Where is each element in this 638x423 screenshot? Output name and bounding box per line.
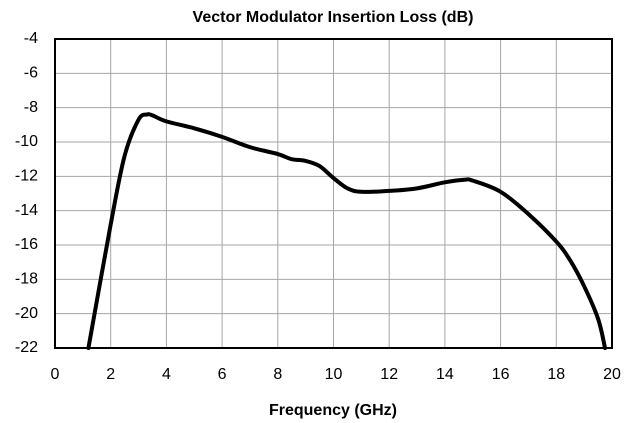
y-tick-label: -22 — [15, 339, 38, 356]
y-tick-label: -16 — [15, 236, 38, 253]
x-tick-label: 8 — [273, 366, 282, 383]
plot-border — [54, 38, 613, 349]
y-tick-label: -14 — [15, 202, 38, 219]
y-tick-label: -8 — [24, 99, 38, 116]
x-tick-label: 0 — [51, 366, 60, 383]
y-tick-label: -12 — [15, 168, 38, 185]
x-tick-label: 2 — [106, 366, 115, 383]
x-tick-label: 10 — [325, 366, 343, 383]
x-tick-label: 4 — [162, 366, 171, 383]
x-tick-label: 12 — [380, 366, 398, 383]
chart-title: Vector Modulator Insertion Loss (dB) — [193, 9, 474, 26]
y-tick-label: -6 — [24, 65, 38, 82]
x-tick-label: 20 — [603, 366, 621, 383]
x-tick-label: 6 — [218, 366, 227, 383]
x-tick-label: 14 — [436, 366, 454, 383]
y-tick-label: -4 — [24, 30, 38, 47]
y-tick-label: -10 — [15, 133, 38, 150]
x-tick-label: 16 — [492, 366, 510, 383]
data-line — [86, 112, 608, 350]
x-tick-label: 18 — [547, 366, 565, 383]
y-tick-label: -18 — [15, 271, 38, 288]
y-tick-label: -20 — [15, 305, 38, 322]
x-axis-label: Frequency (GHz) — [269, 402, 397, 419]
